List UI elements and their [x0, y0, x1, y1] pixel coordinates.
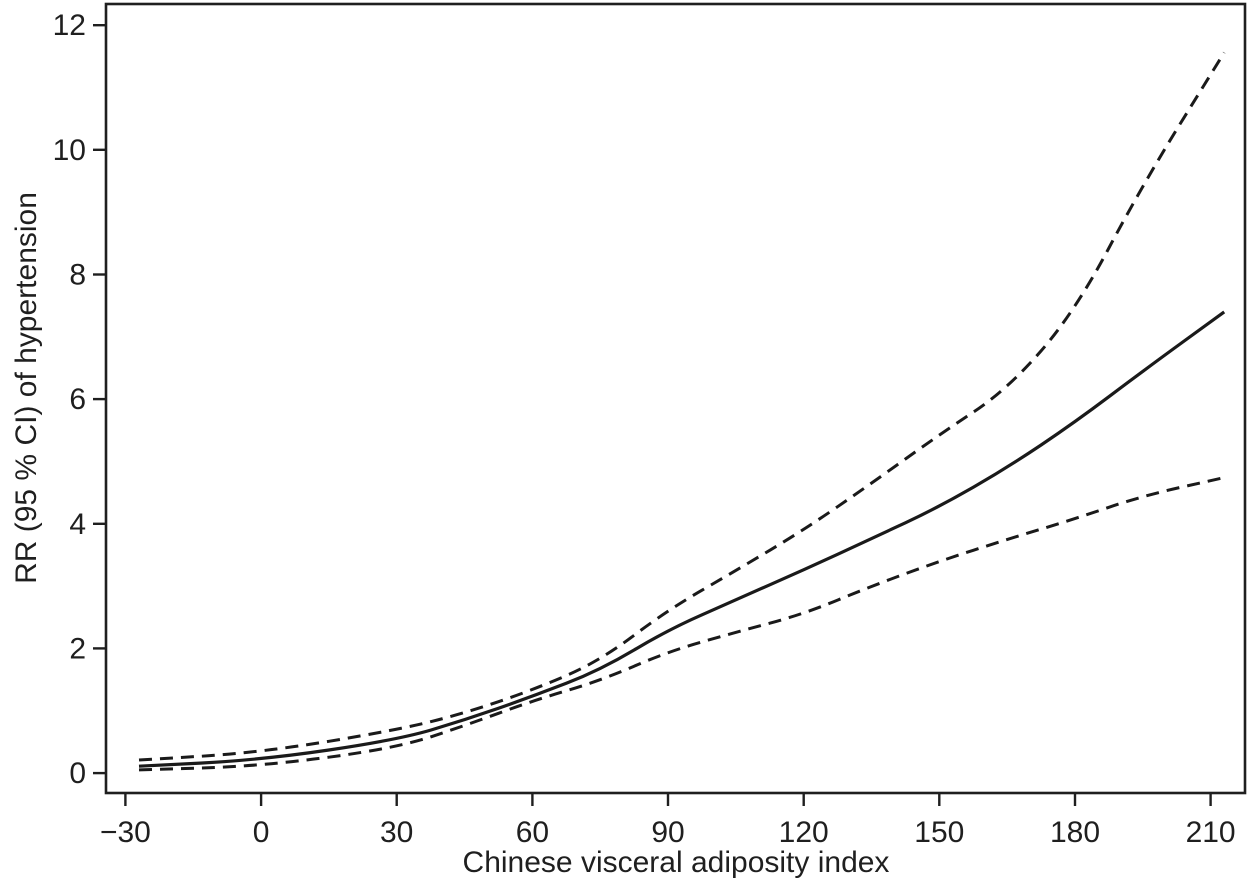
x-tick-label: 90: [651, 816, 684, 849]
lower-ci-curve: [138, 476, 1225, 772]
y-tick-label: 2: [69, 632, 86, 665]
rr-estimate-curve: [138, 310, 1226, 768]
x-tick-label: 30: [380, 816, 413, 849]
y-tick-label: 12: [53, 9, 86, 42]
y-axis-title: RR (95 % CI) of hypertension: [10, 192, 43, 584]
upper-ci-curve: [138, 51, 1226, 762]
plot-frame-box: [104, 2, 1247, 795]
x-tick-label: −30: [100, 816, 151, 849]
plot-frame: [104, 2, 1247, 795]
x-tick-label: 120: [779, 816, 829, 849]
y-tick-label: 10: [53, 134, 86, 167]
y-tick-label: 6: [69, 383, 86, 416]
axis-ticks: −30 0 30 60 90 120 150 180 210 0 2 4 6 8 10 12: [53, 9, 1236, 849]
x-tick-label: 60: [516, 816, 549, 849]
x-tick-label: 150: [914, 816, 964, 849]
x-axis-title: Chinese visceral adiposity index: [463, 846, 890, 879]
x-tick-label: 210: [1186, 816, 1236, 849]
curves: [138, 51, 1226, 772]
y-tick-label: 8: [69, 259, 86, 292]
y-tick-label: 0: [69, 757, 86, 790]
x-tick-label: 0: [253, 816, 270, 849]
y-tick-label: 4: [69, 508, 86, 541]
x-tick-label: 180: [1050, 816, 1100, 849]
